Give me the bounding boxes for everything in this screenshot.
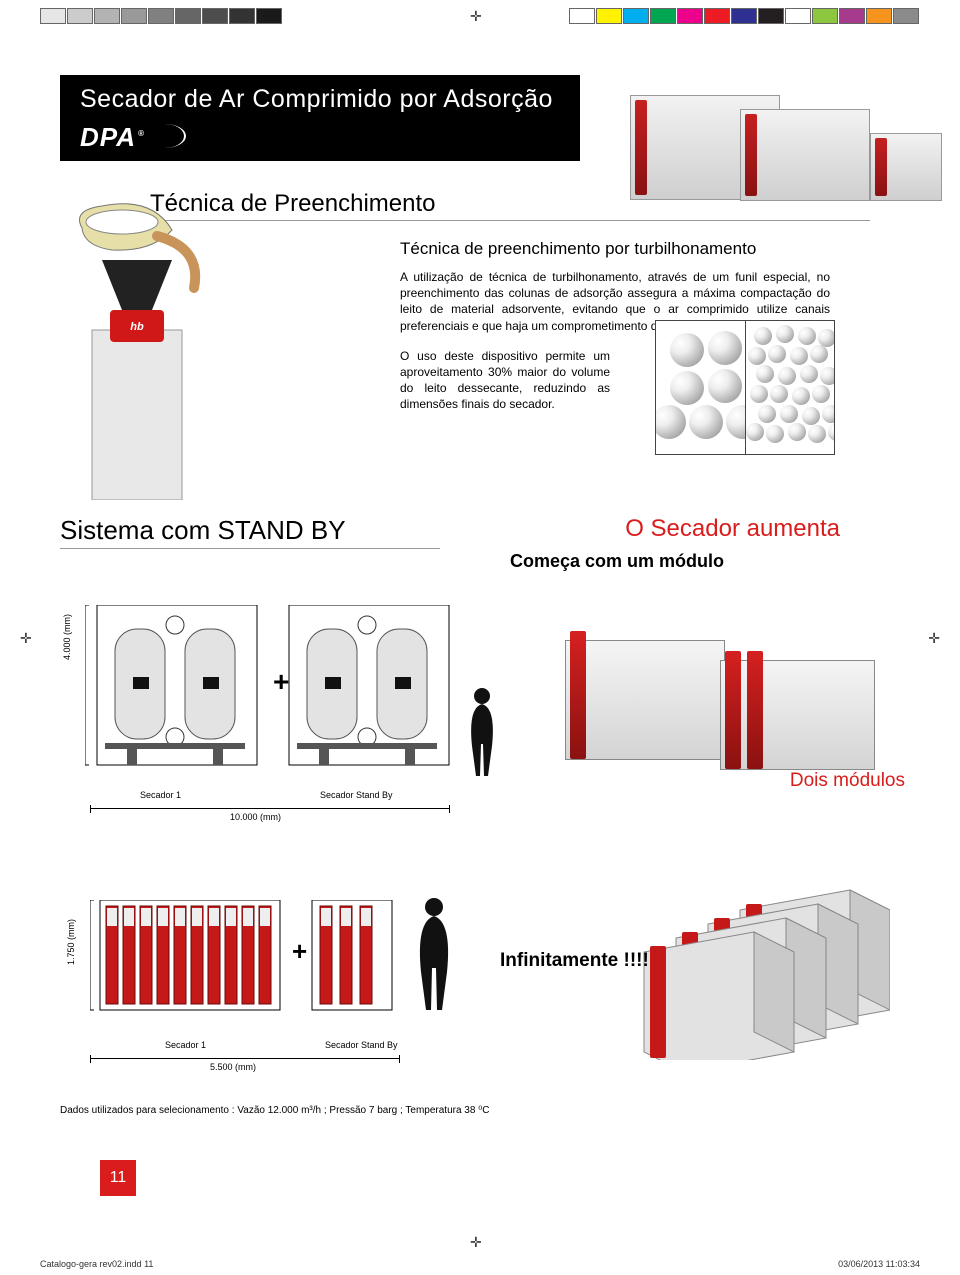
banner-logo-row: DPA® <box>80 122 560 153</box>
registered-icon: ® <box>138 129 145 138</box>
tecnica-paragraph-2: O uso deste dispositivo permite um aprov… <box>400 348 610 413</box>
banner-title: Secador de Ar Comprimido por Adsorção <box>80 85 560 114</box>
tecnica-title: Técnica de Preenchimento <box>150 190 870 221</box>
person-icon <box>462 686 502 778</box>
infinitamente-label: Infinitamente !!!! <box>500 950 649 972</box>
diagram1-dim-line <box>90 808 450 809</box>
dpa-logo-text: DPA <box>80 122 136 152</box>
crop-mark-icon: ✛ <box>470 1234 482 1251</box>
balls-illustration <box>655 320 835 455</box>
crop-mark-icon: ✛ <box>470 8 482 25</box>
svg-text:+: + <box>273 666 289 697</box>
diagram2-bottom-dim: 5.500 (mm) <box>210 1062 256 1072</box>
small-diagram: + <box>90 900 440 1035</box>
standby-section: Sistema com STAND BY O Secador aumenta C… <box>60 515 900 549</box>
module-photo-1 <box>565 640 725 760</box>
diagram1-sec2-label: Secador Stand By <box>320 790 393 800</box>
diagram2-sec2-label: Secador Stand By <box>325 1040 398 1050</box>
svg-text:hb: hb <box>130 321 144 333</box>
balls-column-small <box>746 320 836 455</box>
footnote: Dados utilizados para selecionamento : V… <box>60 1105 489 1116</box>
dpa-logo: DPA® <box>80 122 145 153</box>
diagram1-sec1-label: Secador 1 <box>140 790 181 800</box>
balls-column-large <box>655 320 746 455</box>
dois-modulos-label: Dois módulos <box>790 770 905 792</box>
footer-right: 03/06/2013 11:03:34 <box>838 1259 920 1269</box>
aumenta-title: O Secador aumenta <box>625 515 840 543</box>
standby-title: Sistema com STAND BY <box>60 515 440 549</box>
fill-device-illustration: hb <box>62 200 212 500</box>
svg-text:+: + <box>292 936 307 966</box>
diagram2-sec1-label: Secador 1 <box>165 1040 206 1050</box>
page-number: 11 <box>100 1160 136 1196</box>
header-banner: Secador de Ar Comprimido por Adsorção DP… <box>60 75 580 161</box>
diagram1-y-label: 4.000 (mm) <box>62 614 72 660</box>
footer-left: Catalogo-gera rev02.indd 11 <box>40 1259 153 1269</box>
diagram2-y-label: 1.750 (mm) <box>66 919 76 965</box>
crop-mark-icon: ✛ <box>20 630 32 647</box>
person-icon <box>410 896 458 1014</box>
module-photo-2 <box>720 660 875 770</box>
tecnica-subhead: Técnica de preenchimento por turbilhonam… <box>400 239 870 259</box>
registration-bar-left <box>40 8 283 24</box>
comeca-label: Começa com um módulo <box>510 551 724 572</box>
diagram2-dim-line <box>90 1058 400 1059</box>
crop-mark-icon: ✛ <box>928 630 940 647</box>
registration-bar-right <box>569 8 920 24</box>
modules-photo-infinite <box>620 880 890 1060</box>
doc-footer: Catalogo-gera rev02.indd 11 03/06/2013 1… <box>40 1259 920 1269</box>
tower-diagram: + <box>85 605 465 805</box>
diagram1-bottom-dim: 10.000 (mm) <box>230 812 281 822</box>
